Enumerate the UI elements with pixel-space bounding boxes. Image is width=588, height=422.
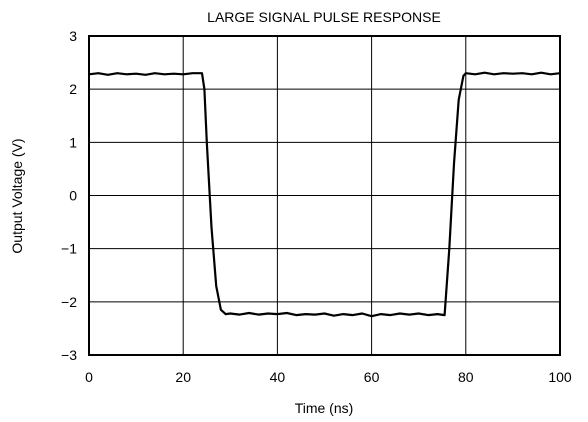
y-tick-label: −2 (61, 294, 77, 310)
x-tick-label: 100 (548, 369, 572, 385)
y-tick-label: 1 (69, 134, 77, 150)
y-tick-label: 2 (69, 81, 77, 97)
y-tick-label: −3 (61, 347, 77, 363)
x-axis-label: Time (ns) (295, 400, 354, 416)
chart-title: LARGE SIGNAL PULSE RESPONSE (207, 9, 441, 25)
x-tick-labels: 0 20 40 60 80 100 (85, 369, 572, 385)
x-tick-label: 60 (364, 369, 380, 385)
x-tick-label: 40 (270, 369, 286, 385)
y-tick-label: 0 (69, 188, 77, 204)
plot-frame (88, 35, 561, 356)
x-tick-label: 80 (458, 369, 474, 385)
y-tick-label: 3 (69, 28, 77, 44)
y-tick-label: −1 (61, 241, 77, 257)
grid-lines (89, 36, 560, 355)
x-tick-label: 0 (85, 369, 93, 385)
y-tick-labels: −3 −2 −1 0 1 2 3 (61, 28, 77, 363)
series-line (88, 71, 561, 318)
x-tick-label: 20 (175, 369, 191, 385)
y-axis-label: Output Voltage (V) (9, 138, 25, 253)
